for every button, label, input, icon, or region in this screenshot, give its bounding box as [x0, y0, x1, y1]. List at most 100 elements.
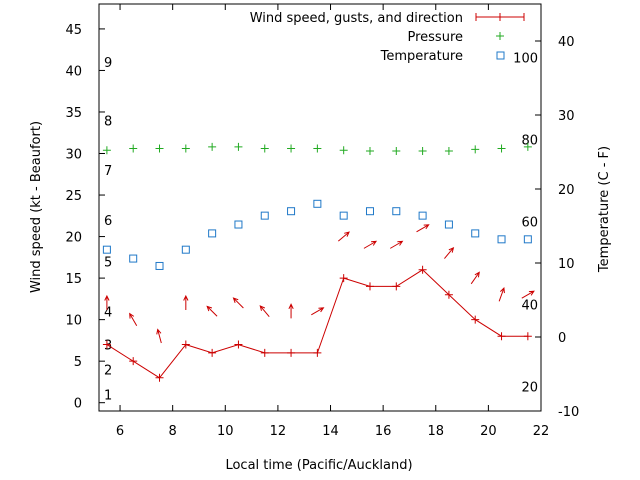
- wind-point: [181, 340, 190, 349]
- pressure-point: [471, 145, 480, 154]
- wind-direction-arrow: [389, 240, 404, 249]
- temperature-point: [444, 220, 453, 229]
- y-tick-label: 20: [65, 231, 82, 246]
- beaufort-label: 7: [104, 164, 112, 179]
- x-tick-label: 14: [322, 424, 339, 439]
- wind-direction-arrow: [183, 294, 189, 311]
- wind-point: [471, 315, 480, 324]
- temperature-point: [234, 220, 243, 229]
- y2-tick-label: 10: [558, 257, 575, 272]
- wind-direction-arrow: [337, 231, 350, 242]
- x-axis-label: Local time (Pacific/Auckland): [225, 458, 412, 473]
- pressure-point: [497, 144, 506, 153]
- temperature-point: [365, 207, 374, 216]
- wind-point: [497, 332, 506, 341]
- x-tick-label: 8: [169, 424, 177, 439]
- wind-direction-arrow: [444, 246, 455, 259]
- x-tick-label: 20: [480, 424, 497, 439]
- x-tick-label: 10: [217, 424, 234, 439]
- wind-direction-arrow: [206, 305, 218, 317]
- pressure-point: [287, 144, 296, 153]
- wind-direction-arrow: [288, 303, 294, 319]
- temperature-series: [102, 199, 532, 270]
- wind-direction-arrow: [416, 224, 430, 233]
- beaufort-label: 9: [104, 56, 112, 71]
- y2-tick-label: -10: [558, 405, 579, 420]
- wind-series: [102, 265, 532, 382]
- y-tick-label: 40: [65, 64, 82, 79]
- chart-legend: Wind speed, gusts, and direction Pressur…: [250, 11, 525, 64]
- temperature-point: [418, 211, 427, 220]
- wind-point: [444, 290, 453, 299]
- wind-point: [260, 348, 269, 357]
- y-tick-label: 25: [65, 189, 82, 204]
- wind-point: [523, 332, 532, 341]
- wind-point: [339, 274, 348, 283]
- pressure-point: [181, 144, 190, 153]
- wind-point: [129, 357, 138, 366]
- wind-point: [287, 348, 296, 357]
- legend-label-temperature: Temperature: [380, 49, 463, 64]
- wind-direction-arrow: [311, 307, 325, 316]
- beaufort-label: 2: [104, 363, 112, 378]
- wind-direction-arrow: [129, 312, 138, 326]
- wind-direction-arrow: [363, 240, 378, 249]
- pressure-point: [234, 142, 243, 151]
- beaufort-label: 4: [104, 305, 112, 320]
- y-axis-label: Wind speed (kt - Beaufort): [29, 121, 44, 293]
- fahrenheit-label: 100: [513, 51, 538, 66]
- temperature-point: [208, 229, 217, 238]
- wind-direction-arrow: [104, 294, 110, 311]
- y-tick-label: 0: [74, 397, 82, 412]
- wind-line: [106, 269, 528, 379]
- wind-direction-arrow: [521, 290, 535, 299]
- pressure-point: [208, 142, 217, 151]
- pressure-point: [129, 144, 138, 153]
- wind-point: [208, 348, 217, 357]
- pressure-point: [313, 144, 322, 153]
- fahrenheit-label: 60: [521, 216, 538, 231]
- pressure-series: [102, 142, 532, 156]
- fahrenheit-scale-labels: 20 40 60 80 100: [513, 51, 538, 395]
- y-tick-label: 30: [65, 148, 82, 163]
- y-tick-label: 10: [65, 314, 82, 329]
- wind-direction-arrow: [498, 287, 505, 302]
- temperature-point: [392, 207, 401, 216]
- temperature-point: [155, 261, 164, 270]
- x-axis-ticks: 6 8 10 12 14 16 18 20 22: [116, 4, 549, 439]
- y-tick-label: 15: [65, 272, 82, 287]
- pressure-point: [339, 146, 348, 155]
- wind-point: [313, 348, 322, 357]
- y-tick-label: 35: [65, 106, 82, 121]
- temperature-point: [339, 211, 348, 220]
- wind-point: [234, 340, 243, 349]
- fahrenheit-label: 80: [521, 133, 538, 148]
- wind-direction-arrow: [259, 305, 270, 318]
- pressure-point: [260, 144, 269, 153]
- beaufort-label: 5: [104, 255, 112, 270]
- legend-label-wind: Wind speed, gusts, and direction: [250, 11, 463, 26]
- wind-point: [365, 282, 374, 291]
- pressure-point: [418, 147, 427, 156]
- plot-frame: [98, 3, 542, 412]
- y2-tick-label: 20: [558, 183, 575, 198]
- beaufort-label: 8: [104, 114, 112, 129]
- y2-tick-label: 0: [558, 331, 566, 346]
- wind-direction-arrows: [104, 224, 535, 344]
- temperature-point: [260, 211, 269, 220]
- y2-tick-label: 40: [558, 35, 575, 50]
- x-tick-label: 12: [270, 424, 287, 439]
- pressure-point: [392, 147, 401, 156]
- x-tick-label: 16: [375, 424, 392, 439]
- temperature-point: [287, 207, 296, 216]
- pressure-point: [523, 142, 532, 151]
- y2-axis-ticks: -10 0 10 20 30 40: [535, 35, 579, 420]
- legend-swatch-temperature: [496, 51, 505, 60]
- temperature-point: [471, 229, 480, 238]
- wind-point: [392, 282, 401, 291]
- y-tick-label: 45: [65, 23, 82, 38]
- temperature-point: [523, 235, 532, 244]
- x-tick-label: 22: [533, 424, 550, 439]
- pressure-point: [365, 147, 374, 156]
